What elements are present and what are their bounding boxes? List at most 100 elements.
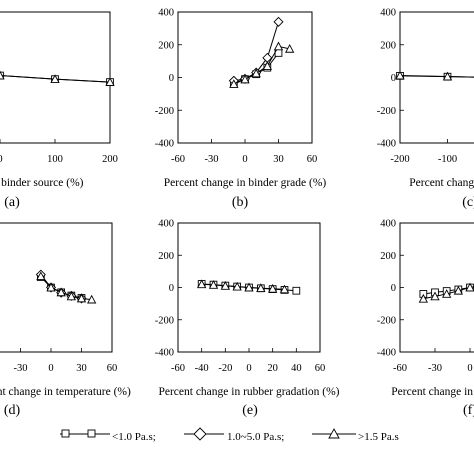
x-tick-label: -30 [205, 154, 219, 165]
x-tick-label: 0 [242, 154, 247, 165]
diamond-marker-icon [193, 427, 207, 441]
panel-label: (f) [463, 403, 474, 418]
x-axis-title: Percent change in binder grade (%) [164, 177, 327, 189]
data-point [240, 74, 250, 84]
data-point [66, 291, 76, 301]
legend-item: >1.5 Pa.s [312, 428, 399, 443]
data-point [87, 294, 97, 304]
y-tick-label: -200 [377, 315, 396, 326]
y-tick-label: 0 [391, 283, 396, 294]
data-point [50, 74, 60, 83]
y-tick-label: 400 [380, 219, 396, 230]
legend-item: <1.0 Pa.s; [60, 429, 156, 443]
data-point [395, 70, 405, 80]
y-tick-label: 200 [158, 40, 174, 51]
x-tick-label: 60 [307, 154, 318, 165]
y-tick-label: -200 [155, 106, 174, 117]
panel-label: (e) [242, 403, 258, 418]
x-axis-title: Percent change in rubber gradation (%) [158, 386, 339, 398]
y-tick-label: 200 [380, 40, 396, 51]
y-tick-label: -400 [377, 348, 396, 359]
data-point [208, 280, 219, 289]
y-tick-label: -400 [155, 139, 174, 150]
data-point [285, 43, 295, 53]
x-tick-label: 30 [76, 363, 87, 374]
legend-item: 1.0~5.0 Pa.s; [184, 427, 284, 443]
data-point [251, 68, 261, 78]
y-tick-label: 200 [158, 251, 174, 262]
y-tick-label: 0 [391, 73, 396, 84]
x-tick-label: 0 [467, 363, 472, 374]
data-point [256, 283, 266, 292]
x-tick-label: 30 [273, 154, 284, 165]
chart-panel: -400 -200 0 200 400 -60 -30 0 30 60 Percent change… [155, 8, 327, 211]
y-tick-label: 0 [169, 283, 174, 294]
data-point [56, 287, 66, 297]
data-point [46, 282, 56, 292]
x-tick-label: -60 [171, 154, 185, 165]
y-tick-label: -400 [377, 139, 396, 150]
data-point [279, 284, 290, 294]
x-tick-label: -20 [218, 363, 232, 374]
plot-frame [399, 222, 474, 353]
x-tick-label: 20 [267, 363, 278, 374]
data-point [262, 61, 272, 70]
x-tick-label: -60 [171, 363, 185, 374]
square-marker-icon [87, 429, 96, 438]
data-point [232, 281, 242, 291]
data-point [268, 283, 278, 293]
x-tick-label: 200 [102, 154, 118, 165]
square-marker-icon [61, 429, 70, 438]
data-point [453, 285, 463, 295]
x-tick-label: -100 [438, 154, 457, 165]
legend-label: >1.5 Pa.s [358, 431, 399, 443]
legend-label: 1.0~5.0 Pa.s; [227, 431, 284, 443]
y-tick-label: -400 [155, 348, 174, 359]
data-point [273, 41, 284, 51]
y-tick-label: -200 [377, 106, 396, 117]
x-tick-label: -30 [14, 363, 28, 374]
data-point [0, 70, 5, 80]
data-point [442, 289, 452, 298]
x-tick-label: 100 [47, 154, 63, 165]
series-line [0, 75, 111, 83]
x-tick-label: -40 [195, 363, 209, 374]
x-tick-label: -60 [393, 363, 407, 374]
data-point [442, 71, 453, 81]
x-tick-label: 0 [0, 154, 3, 165]
data-point [76, 293, 87, 303]
panel-label: (d) [4, 403, 21, 418]
series-line [399, 75, 474, 78]
x-tick-label: -30 [428, 363, 442, 374]
data-point [220, 281, 230, 290]
data-point [244, 282, 254, 292]
x-tick-label: 0 [246, 363, 251, 374]
data-point [292, 286, 301, 295]
x-tick-label: 0 [48, 363, 53, 374]
data-point [465, 282, 474, 292]
y-tick-label: 400 [380, 8, 396, 19]
data-point [105, 77, 115, 86]
y-tick-label: 400 [158, 219, 174, 230]
data-point [197, 279, 207, 289]
triangle-marker-icon [328, 428, 340, 439]
x-tick-label: 40 [291, 363, 302, 374]
y-tick-label: -200 [155, 315, 174, 326]
data-point [430, 291, 440, 301]
panel-label: (a) [4, 195, 20, 210]
data-point [273, 16, 284, 27]
y-tick-label: 400 [158, 8, 174, 19]
x-tick-label: 60 [107, 363, 118, 374]
x-axis-title: Percent change in temperature (%) [0, 386, 131, 398]
x-tick-label: -200 [390, 154, 409, 165]
y-tick-label: 0 [169, 73, 174, 84]
plot-frame [399, 11, 474, 144]
x-axis-title: Percent change in binder source (%) [0, 177, 84, 189]
x-axis-title: Percent change in rubber type (%) [391, 386, 474, 398]
panel-label: (b) [232, 195, 249, 210]
legend-label: <1.0 Pa.s; [112, 431, 156, 443]
